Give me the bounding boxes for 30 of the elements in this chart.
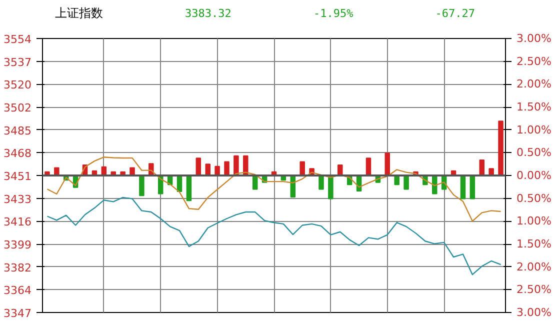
y-tick-label: 3382 xyxy=(4,261,32,274)
y2-tick-label: 1.00% xyxy=(516,214,552,228)
y-tick-label: 3537 xyxy=(4,56,32,69)
y2-tick-label: 0.50% xyxy=(516,146,552,160)
text: -1.95% xyxy=(313,6,354,22)
y-tick-label: 3451 xyxy=(4,170,32,183)
y2-tick-label: 1.50% xyxy=(516,238,552,250)
y-tick-label: 3364 xyxy=(4,284,32,298)
text: 3383.32 xyxy=(185,6,232,22)
y-tick-label: 3433 xyxy=(4,192,32,206)
y2-tick-label: 3.00% xyxy=(516,32,552,45)
text: -67.27 xyxy=(435,6,475,22)
y2-tick-label: 2.50% xyxy=(516,54,552,68)
y-tick-label: 3520 xyxy=(4,78,32,92)
y-tick-label: 3347 xyxy=(4,307,32,320)
y2-tick-label: 1.00% xyxy=(516,123,552,136)
y2-tick-label: 1.50% xyxy=(516,100,552,114)
y-tick-label: 3554 xyxy=(4,33,32,46)
y2-tick-label: 0.00% xyxy=(516,169,552,182)
y2-tick-label: 3.00% xyxy=(516,306,552,319)
y-tick-label: 3399 xyxy=(4,238,32,252)
y-tick-label: 3416 xyxy=(4,216,32,229)
y-tick-label: 3468 xyxy=(4,147,32,160)
y2-tick-label: 2.50% xyxy=(516,283,552,296)
chart-title: 上证指数 xyxy=(55,5,103,22)
y-tick-label: 3485 xyxy=(4,124,32,138)
y2-tick-label: 2.00% xyxy=(516,78,552,91)
y-tick-label: 3502 xyxy=(4,102,32,114)
y2-tick-label: 0.50% xyxy=(516,192,552,205)
y2-tick-label: 2.00% xyxy=(516,260,552,274)
